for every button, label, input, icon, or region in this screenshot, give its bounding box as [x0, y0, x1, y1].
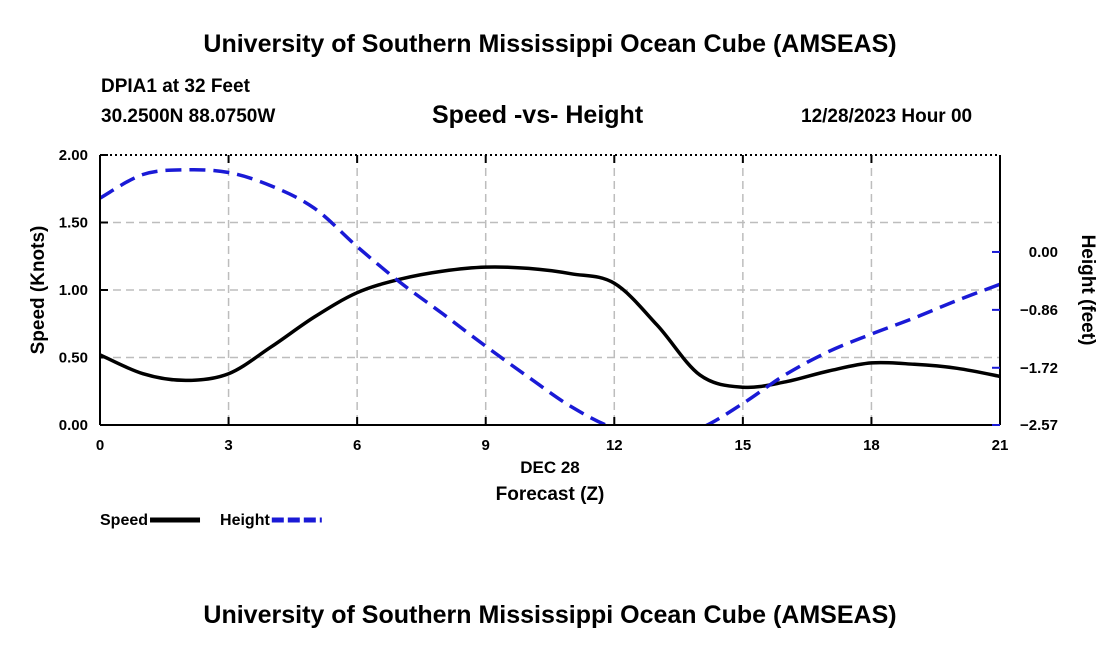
y2-axis-title: Height (feet) [1077, 235, 1098, 346]
forecast-datetime: 12/28/2023 Hour 00 [801, 106, 973, 127]
footer-title: University of Southern Mississippi Ocean… [203, 601, 897, 629]
y2-tick-label: 0.00 [1029, 244, 1058, 261]
ticks: 0 3 6 9 12 15 18 21 0.00 0.50 1.00 1.50 2.00 −2.57 −1.… [59, 147, 1058, 454]
legend-label-height: Height [220, 512, 270, 529]
y-tick-label: 1.50 [59, 215, 88, 232]
x-tick-label: 18 [863, 437, 880, 454]
series-line-speed [100, 265, 1000, 390]
x-tick-label: 12 [606, 437, 623, 454]
coordinates-label: 30.2500N 88.0750W [101, 106, 276, 127]
x-tick-label: 15 [735, 437, 752, 454]
series-line-height [100, 167, 1000, 425]
station-label: DPIA1 at 32 Feet [101, 76, 250, 97]
grid-lines [100, 155, 1000, 425]
x-tick-label: 21 [992, 437, 1009, 454]
chart-subtitle: Speed -vs- Height [432, 101, 644, 129]
series-lines [100, 167, 1000, 425]
y-tick-label: 0.50 [59, 350, 88, 367]
x-tick-label: 0 [96, 437, 104, 454]
x-date-label: DEC 28 [520, 458, 580, 477]
legend: Speed Height [100, 512, 322, 529]
x-tick-label: 9 [482, 437, 490, 454]
y-axis-title: Speed (Knots) [28, 226, 49, 355]
x-axis-title: Forecast (Z) [496, 484, 605, 505]
y2-tick-label: −0.86 [1020, 302, 1058, 319]
y2-tick-label: −1.72 [1020, 360, 1058, 377]
y-tick-label: 0.00 [59, 417, 88, 434]
x-tick-label: 3 [224, 437, 232, 454]
y-tick-label: 2.00 [59, 147, 88, 164]
x-tick-label: 6 [353, 437, 361, 454]
y2-tick-label: −2.57 [1020, 417, 1058, 434]
speed-height-chart: 0 3 6 9 12 15 18 21 0.00 0.50 1.00 1.50 2.00 −2.57 −1.… [28, 147, 1098, 529]
axis-labels: DEC 28 Forecast (Z) Speed (Knots) Height (f… [28, 226, 1098, 505]
y-tick-label: 1.00 [59, 282, 88, 299]
legend-label-speed: Speed [100, 512, 148, 529]
main-title: University of Southern Mississippi Ocean… [203, 30, 897, 58]
